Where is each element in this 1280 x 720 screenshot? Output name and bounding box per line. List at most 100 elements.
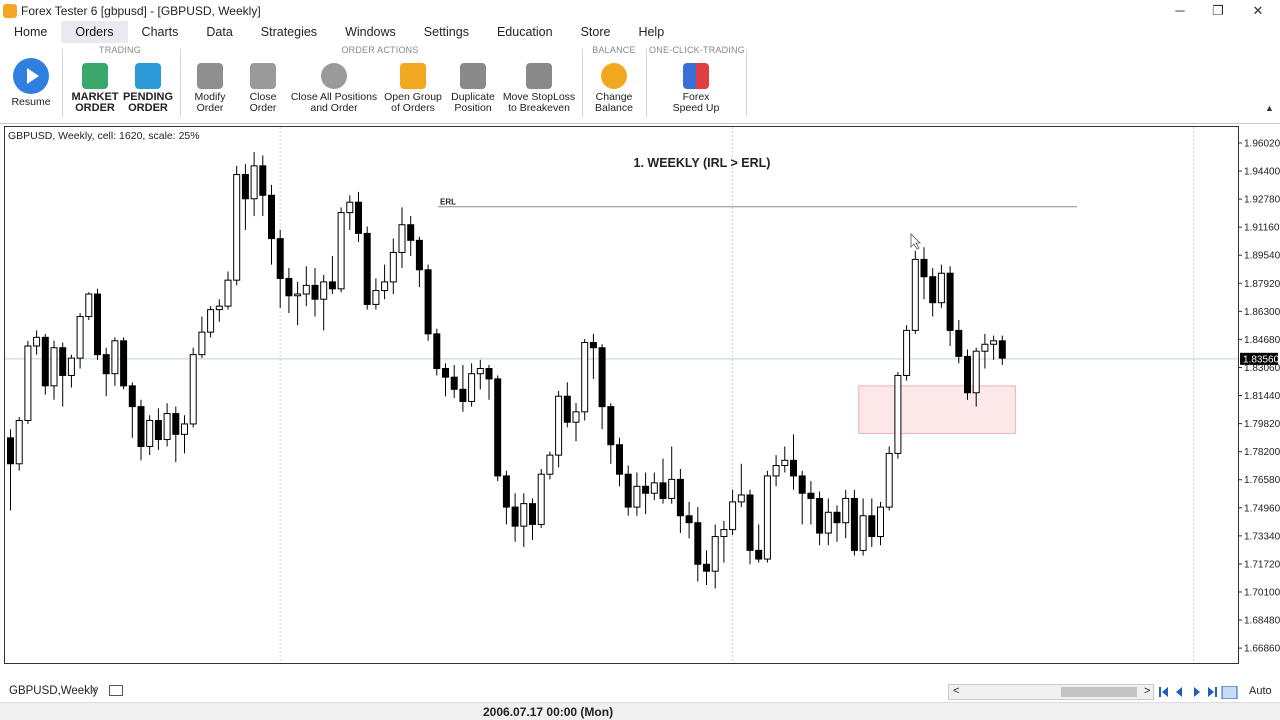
- candle[interactable]: [529, 498, 536, 541]
- last-bar-icon[interactable]: [1215, 687, 1217, 697]
- candle[interactable]: [285, 268, 293, 314]
- candle[interactable]: [737, 463, 745, 508]
- candle[interactable]: [450, 365, 458, 398]
- candle[interactable]: [111, 337, 119, 386]
- candle[interactable]: [381, 264, 389, 300]
- minimize-button[interactable]: ─: [1175, 3, 1185, 18]
- candle[interactable]: [328, 255, 336, 295]
- candle[interactable]: [589, 333, 597, 379]
- menu-windows[interactable]: Windows: [345, 25, 396, 39]
- candle[interactable]: [772, 455, 780, 487]
- candle[interactable]: [859, 498, 867, 556]
- candle[interactable]: [964, 349, 971, 400]
- candle[interactable]: [720, 520, 728, 563]
- chart-canvas[interactable]: 1.96020 1.94400 1.92780 1.91160 1.89540 1.879…: [4, 126, 1280, 664]
- candle[interactable]: [502, 470, 510, 525]
- candle[interactable]: [67, 354, 75, 388]
- horizontal-scrollbar[interactable]: < >: [948, 684, 1154, 700]
- candle[interactable]: [276, 229, 284, 308]
- candle[interactable]: [694, 507, 702, 582]
- candle[interactable]: [616, 437, 623, 487]
- candle[interactable]: [816, 491, 824, 546]
- candle[interactable]: [824, 498, 832, 546]
- candle[interactable]: [311, 268, 319, 317]
- first-bar-arrow-icon[interactable]: [1162, 687, 1168, 697]
- duplicate-position-button[interactable]: Duplicate Position: [446, 63, 500, 114]
- candle[interactable]: [607, 403, 615, 464]
- candle[interactable]: [790, 434, 797, 490]
- candle[interactable]: [7, 429, 14, 511]
- scroll-right-icon[interactable]: >: [1144, 685, 1151, 697]
- candle[interactable]: [798, 470, 806, 525]
- candle[interactable]: [102, 347, 110, 397]
- candle[interactable]: [346, 195, 354, 230]
- candle[interactable]: [459, 365, 467, 412]
- pending-order-button[interactable]: PENDING ORDER: [122, 63, 174, 114]
- candle[interactable]: [563, 382, 571, 428]
- candle[interactable]: [711, 524, 719, 589]
- candle[interactable]: [511, 493, 519, 542]
- candle[interactable]: [415, 236, 423, 288]
- candle[interactable]: [659, 458, 667, 504]
- candle[interactable]: [494, 375, 502, 482]
- candle[interactable]: [572, 403, 580, 442]
- price-chart[interactable]: 1.96020 1.94400 1.92780 1.91160 1.89540 1.879…: [4, 126, 1280, 664]
- first-bar-icon[interactable]: [1159, 687, 1161, 697]
- close-button[interactable]: ✕: [1252, 2, 1264, 18]
- candle[interactable]: [76, 313, 84, 369]
- supply-demand-zone[interactable]: [858, 385, 1016, 434]
- candle[interactable]: [729, 489, 737, 535]
- candle[interactable]: [424, 264, 432, 341]
- chart-settings-icon[interactable]: [1221, 686, 1238, 699]
- candle[interactable]: [120, 337, 128, 390]
- candle[interactable]: [537, 468, 545, 528]
- candle[interactable]: [763, 470, 771, 563]
- candle[interactable]: [320, 274, 328, 331]
- scroll-left-icon[interactable]: <: [953, 685, 960, 697]
- last-bar-arrow-icon[interactable]: [1208, 687, 1214, 697]
- candle[interactable]: [172, 406, 180, 463]
- menu-orders[interactable]: Orders: [61, 21, 128, 43]
- market-order-button[interactable]: MARKET ORDER: [70, 63, 120, 114]
- move-stoploss-button[interactable]: Move StopLoss to Breakeven: [502, 63, 576, 114]
- candle[interactable]: [937, 264, 945, 308]
- candle[interactable]: [337, 207, 345, 293]
- candle[interactable]: [259, 155, 267, 217]
- candle[interactable]: [885, 446, 893, 511]
- candle[interactable]: [911, 250, 919, 334]
- candle[interactable]: [929, 268, 937, 317]
- candle[interactable]: [546, 451, 554, 480]
- modify-order-button[interactable]: Modify Order: [186, 63, 234, 114]
- tab-close-icon[interactable]: ×: [91, 684, 98, 696]
- candle[interactable]: [233, 165, 241, 286]
- candle[interactable]: [850, 489, 858, 556]
- candle[interactable]: [807, 481, 815, 525]
- candle[interactable]: [668, 446, 676, 504]
- candle[interactable]: [476, 359, 484, 390]
- close-all-positions-button[interactable]: Close All Positions and Order: [290, 63, 378, 114]
- candle[interactable]: [894, 371, 902, 459]
- candle[interactable]: [755, 524, 763, 563]
- menu-home[interactable]: Home: [14, 25, 48, 39]
- candle[interactable]: [842, 489, 850, 539]
- close-order-button[interactable]: Close Order: [240, 63, 286, 114]
- candle[interactable]: [128, 382, 136, 438]
- candle[interactable]: [868, 498, 876, 547]
- menu-charts[interactable]: Charts: [141, 25, 179, 39]
- chart-tab[interactable]: GBPUSD,Weekly: [9, 685, 99, 697]
- prev-bar-icon[interactable]: [1176, 687, 1182, 697]
- candle[interactable]: [85, 292, 93, 321]
- candle[interactable]: [24, 340, 32, 424]
- forex-speed-up-button[interactable]: Forex Speed Up: [666, 63, 726, 114]
- candle[interactable]: [137, 399, 145, 461]
- candle[interactable]: [981, 333, 989, 369]
- collapse-ribbon-icon[interactable]: ▲: [1265, 103, 1274, 113]
- candle[interactable]: [59, 342, 67, 407]
- candle[interactable]: [189, 347, 197, 428]
- candle[interactable]: [224, 271, 232, 310]
- candle[interactable]: [598, 344, 606, 430]
- candle[interactable]: [485, 365, 493, 400]
- candle[interactable]: [363, 226, 371, 310]
- candle[interactable]: [972, 347, 980, 407]
- open-group-button[interactable]: Open Group of Orders: [382, 63, 444, 114]
